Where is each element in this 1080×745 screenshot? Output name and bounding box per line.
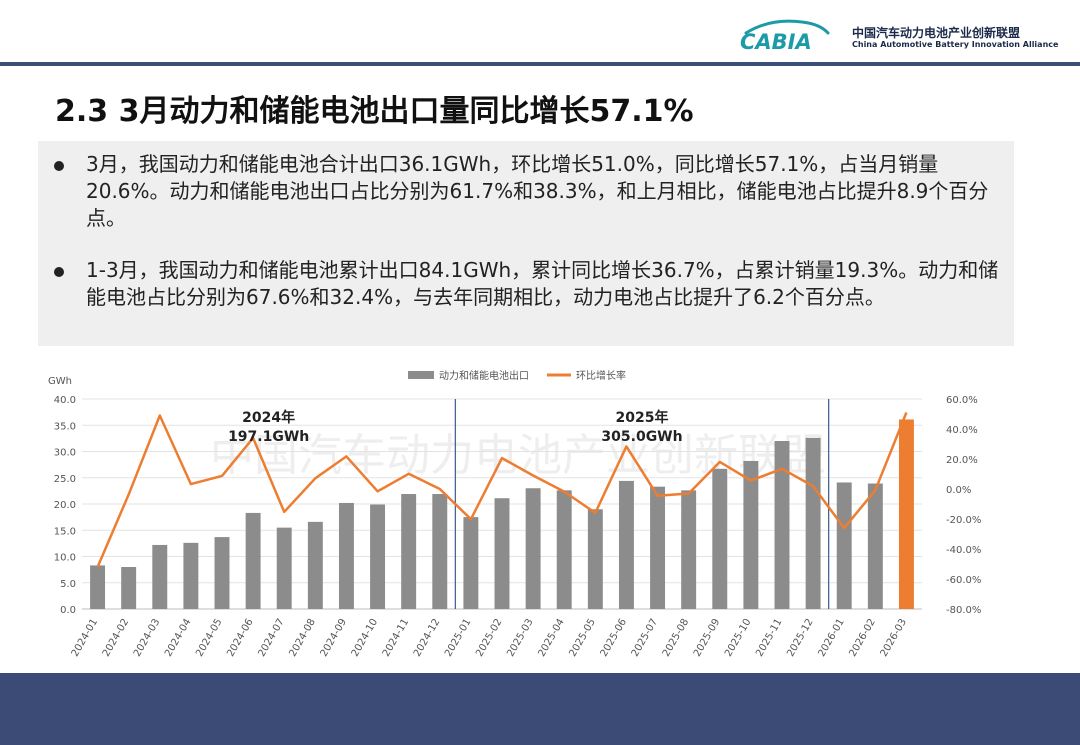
x-tick-label: 2025-11: [754, 617, 784, 659]
x-tick-label: 2025-01: [443, 617, 473, 659]
x-tick-label: 2025-04: [536, 617, 566, 659]
bar: [525, 488, 541, 609]
bar: [805, 437, 821, 609]
y-tick-label: 25.0: [54, 474, 76, 485]
x-tick-label: 2024-03: [132, 617, 162, 659]
header-rule: [0, 62, 1080, 66]
bar: [214, 537, 230, 609]
bar: [743, 460, 759, 609]
x-tick-label: 2024-04: [163, 617, 193, 659]
y2-tick-label: -80.0%: [946, 605, 981, 616]
y-axis-label: GWh: [48, 376, 72, 387]
bar: [276, 527, 292, 609]
export-chart: 中国汽车动力电池产业创新联盟 0.05.010.015.020.025.030.…: [48, 369, 981, 659]
y-tick-label: 30.0: [54, 448, 76, 459]
bar: [556, 490, 572, 609]
bar: [494, 498, 510, 609]
x-tick-label: 2025-02: [474, 617, 504, 659]
bar: [90, 565, 106, 609]
y-tick-label: 35.0: [54, 421, 76, 432]
y2-tick-label: 20.0%: [946, 455, 978, 466]
bar: [152, 544, 168, 609]
x-tick-label: 2024-07: [256, 617, 286, 659]
x-tick-label: 2024-02: [101, 617, 131, 659]
org-name-en: China Automotive Battery Innovation Alli…: [852, 40, 1059, 49]
bar: [338, 502, 354, 609]
y2-tick-label: 40.0%: [946, 425, 978, 436]
bar: [401, 494, 417, 609]
line-series: [96, 412, 908, 568]
x-tick-label: 2025-07: [630, 617, 660, 659]
y2-tick-label: -60.0%: [946, 575, 981, 586]
bar: [681, 490, 697, 609]
x-tick-label: 2025-10: [723, 617, 753, 659]
bar: [463, 517, 479, 609]
bar: [712, 468, 728, 609]
year-annotation-label: 2024年: [242, 409, 295, 426]
y2-tick-label: -20.0%: [946, 515, 981, 526]
y-tick-label: 0.0: [60, 605, 76, 616]
x-tick-label: 2024-10: [350, 617, 380, 659]
x-tick-label: 2026-02: [848, 617, 878, 659]
bar: [245, 512, 261, 609]
bar: [183, 542, 199, 609]
bar: [370, 504, 386, 609]
bullet-dot-icon: [54, 267, 64, 277]
x-tick-label: 2025-09: [692, 617, 722, 659]
bar: [307, 521, 323, 609]
y-tick-label: 5.0: [60, 579, 76, 590]
y-tick-label: 10.0: [54, 553, 76, 564]
y-tick-label: 20.0: [54, 500, 76, 511]
bar: [432, 494, 448, 609]
x-tick-label: 2025-12: [785, 617, 815, 659]
year-annotation-label: 2025年: [616, 409, 669, 426]
x-tick-label: 2024-08: [288, 617, 318, 659]
x-tick-label: 2024-12: [412, 617, 442, 659]
y2-tick-label: -40.0%: [946, 545, 981, 556]
x-tick-label: 2024-01: [70, 617, 100, 659]
page-title: 2.3 3月动力和储能电池出口量同比增长57.1%: [55, 94, 694, 129]
bar: [836, 482, 852, 609]
bullet-text: 1-3月，我国动力和储能电池累计出口84.1GWh，累计同比增长36.7%，占累…: [86, 258, 999, 309]
x-tick-label: 2025-08: [661, 617, 691, 659]
bar: [618, 480, 634, 609]
x-tick-label: 2025-06: [599, 617, 629, 659]
legend-label-bar: 动力和储能电池出口: [439, 369, 529, 382]
y2-tick-label: 0.0%: [946, 485, 971, 496]
summary-box: 3月，我国动力和储能电池合计出口36.1GWh，环比增长51.0%，同比增长57…: [38, 141, 1014, 346]
bar: [867, 483, 883, 609]
legend-label-line: 环比增长率: [576, 369, 626, 382]
legend: 动力和储能电池出口 环比增长率: [408, 369, 626, 382]
logo-text: CABIA: [740, 30, 812, 54]
x-tick-label: 2026-01: [816, 617, 846, 659]
y2-tick-label: 60.0%: [946, 395, 978, 406]
bullet-text: 3月，我国动力和储能电池合计出口36.1GWh，环比增长51.0%，同比增长57…: [86, 152, 989, 230]
y-tick-label: 40.0: [54, 395, 76, 406]
bar: [650, 486, 666, 609]
legend-swatch-bar: [408, 371, 434, 379]
x-tick-label: 2024-06: [225, 617, 255, 659]
org-name-cn: 中国汽车动力电池产业创新联盟: [852, 26, 1021, 40]
bar: [587, 509, 603, 609]
x-tick-label: 2025-05: [568, 617, 598, 659]
bullet-dot-icon: [54, 161, 64, 171]
bar: [898, 419, 914, 609]
x-tick-label: 2024-09: [319, 617, 349, 659]
year-total-label: 197.1GWh: [228, 429, 309, 445]
annotations: 2024年 197.1GWh 2025年 305.0GWh: [228, 409, 683, 445]
x-tick-label: 2026-03: [879, 617, 909, 659]
cabia-logo: CABIA: [740, 19, 830, 54]
x-tick-label: 2025-03: [505, 617, 535, 659]
bar: [774, 441, 790, 609]
bar-series: [90, 419, 914, 609]
bar: [121, 567, 137, 609]
x-tick-label: 2024-11: [381, 617, 411, 659]
y-tick-label: 15.0: [54, 526, 76, 537]
year-total-label: 305.0GWh: [601, 429, 682, 445]
x-tick-label: 2024-05: [194, 617, 224, 659]
footer-band: [0, 673, 1080, 745]
header: CABIA 中国汽车动力电池产业创新联盟 China Automotive Ba…: [0, 0, 1080, 64]
